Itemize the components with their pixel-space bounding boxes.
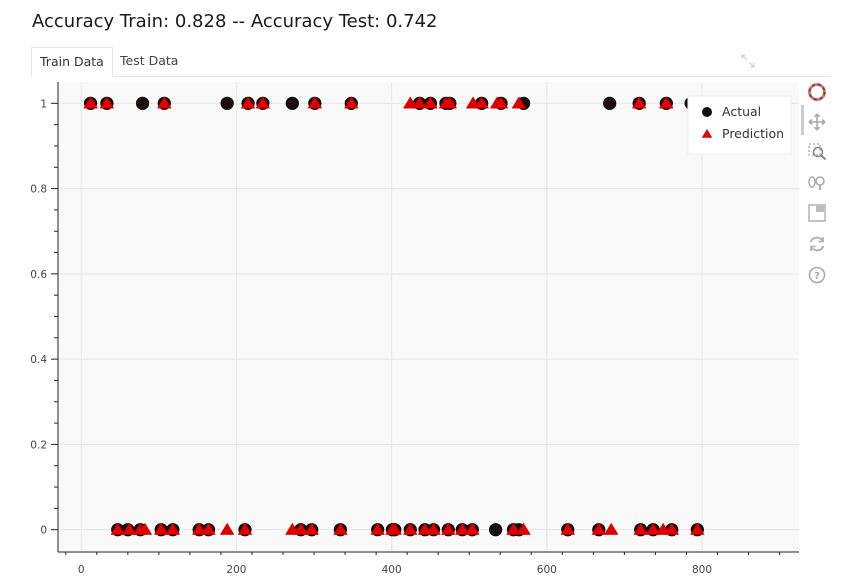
- prediction-point: [506, 522, 521, 535]
- legend-actual-marker: [702, 107, 712, 117]
- prediction-point: [631, 96, 647, 109]
- actual-point: [489, 523, 503, 537]
- expand-icon[interactable]: [740, 53, 756, 69]
- prediction-point: [465, 522, 480, 535]
- reset-icon[interactable]: [806, 233, 828, 255]
- prediction-point: [99, 96, 115, 109]
- tab-train-data[interactable]: Train Data: [31, 47, 113, 77]
- tab-bar: Train Data Test Data: [31, 47, 831, 77]
- wheel-zoom-icon[interactable]: [806, 171, 828, 193]
- prediction-point: [402, 522, 418, 535]
- actual-point: [220, 96, 234, 110]
- active-tool-indicator: [801, 105, 804, 135]
- bokeh-logo-icon[interactable]: [806, 81, 828, 103]
- prediction-point: [201, 522, 216, 535]
- prediction-point: [659, 96, 674, 109]
- prediction-point: [493, 96, 509, 109]
- legend-prediction-label: Prediction: [722, 126, 784, 141]
- y-tick-label: 0.4: [30, 354, 47, 366]
- prediction-point: [690, 522, 705, 535]
- prediction-point: [83, 96, 98, 109]
- legend: [687, 95, 792, 155]
- y-tick-label: 0: [40, 525, 47, 537]
- prediction-point: [423, 96, 438, 109]
- actual-point: [603, 96, 617, 110]
- prediction-point: [633, 522, 648, 535]
- prediction-point: [412, 96, 427, 109]
- save-icon[interactable]: [806, 202, 828, 224]
- prediction-point: [255, 96, 271, 109]
- x-tick-label: 200: [226, 564, 246, 576]
- prediction-point: [402, 96, 418, 109]
- prediction-point: [516, 522, 531, 535]
- y-tick-label: 0.2: [30, 439, 47, 451]
- x-tick-label: 0: [78, 564, 85, 576]
- svg-text:?: ?: [814, 271, 820, 282]
- page-title: Accuracy Train: 0.828 -- Accuracy Test: …: [32, 11, 438, 32]
- prediction-point: [441, 522, 456, 535]
- prediction-point: [511, 96, 527, 109]
- prediction-point: [165, 522, 181, 535]
- help-icon[interactable]: ?: [806, 264, 828, 286]
- prediction-point: [307, 96, 323, 109]
- prediction-point: [370, 522, 385, 535]
- prediction-point: [664, 522, 680, 535]
- plot-area: [58, 82, 799, 551]
- y-tick-label: 0.6: [30, 269, 47, 281]
- prediction-point: [344, 96, 359, 109]
- actual-point: [285, 96, 299, 110]
- pan-icon[interactable]: [806, 111, 828, 133]
- x-tick-label: 400: [382, 564, 402, 576]
- prediction-point: [110, 522, 126, 535]
- prediction-point: [122, 522, 137, 535]
- prediction-point: [474, 96, 489, 109]
- x-tick-label: 600: [537, 564, 557, 576]
- prediction-point: [191, 522, 207, 535]
- prediction-point: [153, 522, 169, 535]
- prediction-point: [560, 522, 576, 535]
- prediction-point: [157, 96, 172, 109]
- prediction-point: [333, 522, 348, 535]
- prediction-point: [591, 522, 607, 535]
- prediction-point: [454, 522, 470, 535]
- prediction-point: [293, 522, 309, 535]
- prediction-point: [237, 522, 253, 535]
- y-tick-label: 1: [40, 98, 47, 110]
- prediction-point: [304, 522, 319, 535]
- prediction-point: [219, 522, 235, 535]
- actual-point: [135, 96, 150, 110]
- prediction-point: [387, 522, 403, 535]
- prediction-point: [603, 522, 619, 535]
- prediction-point: [645, 522, 661, 535]
- x-tick-label: 800: [692, 564, 712, 576]
- y-tick-label: 0.8: [30, 184, 47, 196]
- prediction-point: [426, 522, 441, 535]
- box-zoom-icon[interactable]: [806, 141, 828, 163]
- tab-test-data[interactable]: Test Data: [120, 53, 179, 68]
- legend-actual-label: Actual: [722, 104, 761, 119]
- legend-prediction-marker: [701, 129, 713, 138]
- prediction-point: [137, 522, 153, 535]
- prediction-point: [240, 96, 256, 109]
- prediction-point: [442, 96, 458, 109]
